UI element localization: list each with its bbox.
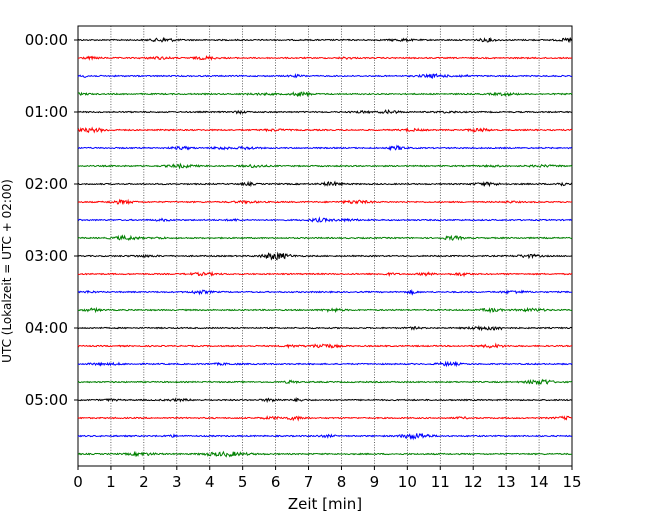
y-tick-label: 05:00 bbox=[25, 391, 68, 409]
trace-line bbox=[77, 234, 573, 241]
x-tick-label: 10 bbox=[398, 473, 417, 491]
x-axis-ticks: 0 1 2 3 4 5 6 7 8 9 10 11 12 13 14 15 bbox=[73, 466, 582, 491]
trace-line bbox=[77, 378, 573, 385]
x-tick-label: 7 bbox=[304, 473, 314, 491]
trace-line bbox=[77, 198, 573, 206]
x-tick-label: 12 bbox=[464, 473, 483, 491]
trace-line bbox=[77, 109, 573, 116]
trace-line bbox=[77, 360, 573, 368]
x-tick-label: 6 bbox=[271, 473, 281, 491]
trace-line bbox=[77, 91, 573, 98]
trace-line bbox=[77, 55, 573, 61]
seismic-traces bbox=[77, 36, 573, 458]
x-tick-label: 2 bbox=[139, 473, 149, 491]
y-axis-label: UTC (Lokalzeit = UTC + 02:00) bbox=[0, 179, 14, 363]
x-tick-label: 15 bbox=[562, 473, 581, 491]
y-tick-label: 03:00 bbox=[25, 247, 68, 265]
trace-line bbox=[77, 72, 573, 80]
trace-line bbox=[77, 126, 573, 134]
y-tick-label: 04:00 bbox=[25, 319, 68, 337]
trace-line bbox=[77, 180, 573, 188]
trace-line bbox=[77, 36, 573, 44]
trace-line bbox=[77, 324, 573, 332]
x-tick-label: 0 bbox=[73, 473, 83, 491]
trace-line bbox=[77, 162, 573, 170]
y-tick-label: 02:00 bbox=[25, 175, 68, 193]
x-tick-label: 3 bbox=[172, 473, 182, 491]
y-tick-label: 01:00 bbox=[25, 103, 68, 121]
x-tick-label: 9 bbox=[370, 473, 380, 491]
trace-line bbox=[77, 144, 573, 152]
x-tick-label: 14 bbox=[530, 473, 549, 491]
y-tick-label: 00:00 bbox=[25, 31, 68, 49]
x-tick-label: 1 bbox=[106, 473, 116, 491]
x-tick-label: 5 bbox=[238, 473, 248, 491]
x-tick-label: 11 bbox=[431, 473, 450, 491]
x-axis-label: Zeit [min] bbox=[288, 495, 362, 513]
x-tick-label: 8 bbox=[337, 473, 347, 491]
trace-line bbox=[77, 415, 573, 422]
trace-line bbox=[77, 396, 573, 404]
trace-line bbox=[77, 288, 573, 296]
trace-line bbox=[77, 432, 573, 441]
x-tick-label: 4 bbox=[205, 473, 215, 491]
trace-line bbox=[77, 342, 573, 349]
trace-line bbox=[77, 450, 573, 458]
plot-area bbox=[77, 25, 573, 467]
x-tick-label: 13 bbox=[497, 473, 516, 491]
grid-lines bbox=[110, 26, 540, 466]
trace-line bbox=[77, 270, 573, 278]
trace-line bbox=[77, 216, 573, 224]
y-axis-ticks: 00:00 01:00 02:00 03:00 04:00 05:00 bbox=[25, 31, 78, 409]
trace-line bbox=[77, 306, 573, 314]
trace-line bbox=[77, 251, 573, 261]
